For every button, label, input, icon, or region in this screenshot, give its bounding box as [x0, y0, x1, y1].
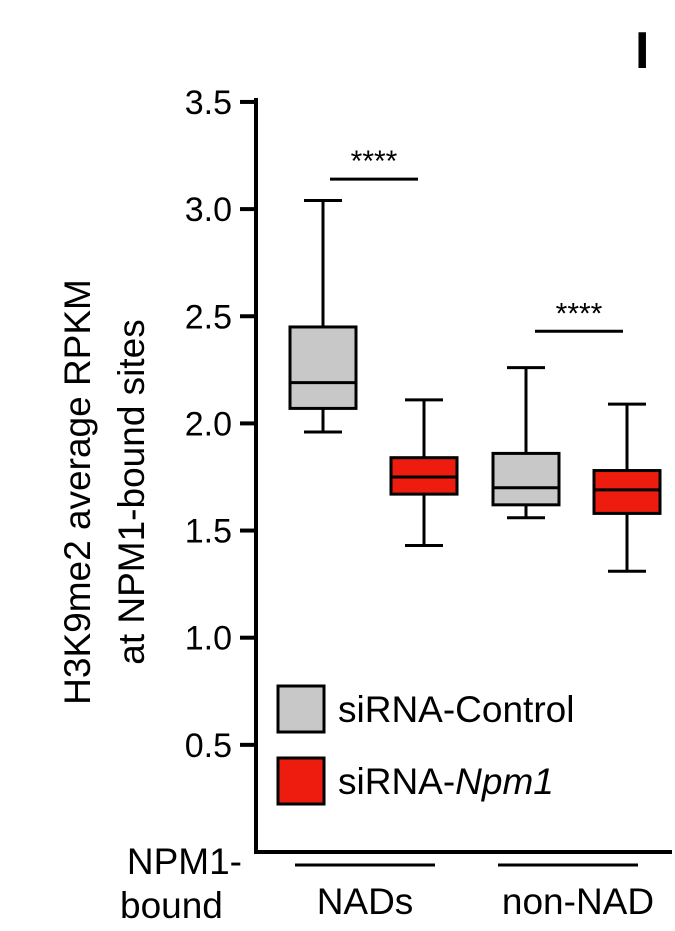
legend-label-npm1-suffix: Npm1 [455, 761, 554, 802]
significance-label: **** [351, 145, 398, 178]
legend: siRNA-Control siRNA-Npm1 [276, 684, 574, 806]
y-tick-label: 2.5 [185, 298, 232, 336]
group-label-non-nad: non-NAD [502, 881, 654, 922]
y-axis-title-line1: H3K9me2 average RPKM [57, 279, 98, 705]
legend-label-control: siRNA-Control [338, 689, 574, 730]
significance-label: **** [556, 297, 603, 330]
y-tick-label: 3.5 [185, 84, 232, 122]
y-tick-label: 3.0 [185, 191, 232, 229]
legend-label-control-prefix: siRNA- [338, 689, 455, 730]
significance-markers: **** **** [330, 145, 623, 333]
y-tick-label: 1.5 [185, 513, 232, 551]
box-non-nad-npm1 [592, 402, 662, 573]
legend-label-npm1: siRNA-Npm1 [338, 761, 554, 802]
legend-swatch-npm1 [276, 756, 326, 806]
box-nads-npm1 [389, 398, 459, 548]
box-iqr [288, 325, 358, 410]
x-row-label-line1: NPM1- [127, 841, 242, 882]
box-iqr [491, 451, 561, 507]
boxes [288, 199, 662, 573]
x-row-label-line2: bound [120, 885, 223, 926]
legend-swatch-control [276, 684, 326, 734]
legend-label-npm1-prefix: siRNA- [338, 761, 455, 802]
group-label-nads: NADs [317, 881, 414, 922]
panel-label: I [635, 22, 649, 80]
y-tick-label: 2.0 [185, 405, 232, 443]
box-nads-control [288, 199, 358, 434]
box-iqr [592, 469, 662, 515]
y-ticks: 0.5 1.0 1.5 2.0 2.5 3.0 3.5 [185, 84, 256, 765]
box-non-nad-control [491, 366, 561, 520]
y-tick-label: 1.0 [185, 620, 232, 658]
y-tick-label: 0.5 [185, 727, 232, 765]
legend-label-control-suffix: Control [455, 689, 574, 730]
y-axis-title-line2: at NPM1-bound sites [111, 319, 152, 665]
